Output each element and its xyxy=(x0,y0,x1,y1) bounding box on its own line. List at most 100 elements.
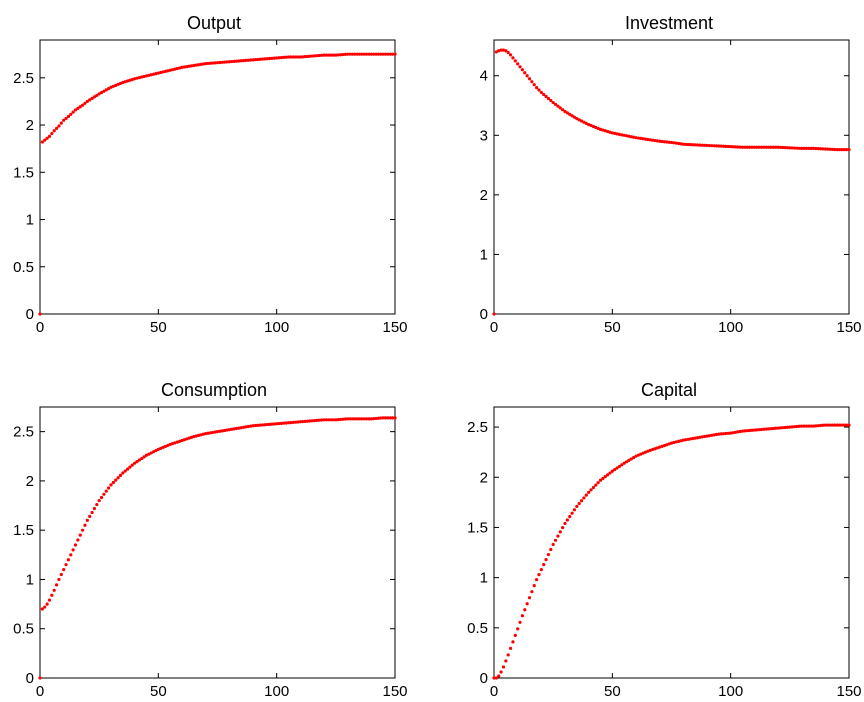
x-tick-label: 100 xyxy=(718,683,743,700)
data-point xyxy=(774,426,778,430)
data-point xyxy=(393,416,397,420)
data-point xyxy=(320,53,324,57)
data-point xyxy=(213,430,217,434)
data-point xyxy=(78,105,82,109)
data-point xyxy=(69,112,73,116)
data-point xyxy=(542,562,546,567)
x-tick-label: 0 xyxy=(490,683,498,700)
data-point xyxy=(215,61,220,65)
data-point xyxy=(724,431,728,436)
data-point xyxy=(532,584,536,588)
data-point xyxy=(204,432,208,436)
data-point xyxy=(658,139,662,143)
y-tick-label: 2 xyxy=(480,187,488,204)
data-point xyxy=(833,423,837,427)
data-point xyxy=(568,515,572,519)
data-point xyxy=(251,58,255,62)
data-point xyxy=(270,422,274,426)
data-point xyxy=(601,476,605,481)
data-point xyxy=(660,139,664,144)
data-point xyxy=(369,417,373,421)
data-point xyxy=(516,627,520,631)
data-point xyxy=(523,608,527,612)
data-point xyxy=(291,420,295,424)
data-point xyxy=(220,429,224,433)
data-point xyxy=(279,55,283,60)
data-point xyxy=(809,424,813,428)
data-point xyxy=(225,60,229,64)
data-point xyxy=(766,145,771,149)
data-point xyxy=(239,426,243,430)
x-tick-label: 50 xyxy=(150,683,167,700)
data-point xyxy=(312,54,317,58)
data-point xyxy=(116,476,120,480)
data-point xyxy=(577,118,581,122)
data-point xyxy=(223,60,227,64)
data-point xyxy=(804,146,809,151)
data-point xyxy=(109,483,113,487)
data-point xyxy=(729,145,733,149)
data-point xyxy=(688,437,693,441)
data-point xyxy=(277,421,281,426)
data-point xyxy=(71,548,75,552)
data-point xyxy=(107,86,111,91)
y-tick-label: 1.5 xyxy=(467,519,488,536)
y-tick-label: 1.5 xyxy=(13,164,34,181)
data-point xyxy=(312,418,317,423)
data-point xyxy=(367,417,371,421)
data-point xyxy=(348,52,352,56)
data-point xyxy=(92,95,97,99)
data-point xyxy=(703,434,707,439)
data-point xyxy=(795,424,799,429)
data-point xyxy=(525,74,529,78)
data-point xyxy=(553,102,558,106)
data-point xyxy=(726,144,730,149)
plot-frame xyxy=(493,406,850,679)
data-point xyxy=(246,424,250,429)
data-point xyxy=(64,116,68,121)
data-point xyxy=(759,427,764,432)
data-point xyxy=(144,453,149,457)
data-point xyxy=(842,148,846,152)
data-point xyxy=(249,58,253,62)
data-point xyxy=(561,108,565,112)
data-point xyxy=(296,420,300,424)
data-point xyxy=(842,423,846,427)
data-point xyxy=(189,64,194,68)
data-point xyxy=(572,115,577,119)
data-point xyxy=(492,676,496,680)
data-point xyxy=(237,426,241,430)
data-point xyxy=(220,60,224,64)
data-point xyxy=(759,145,764,149)
data-point xyxy=(253,423,257,428)
x-tick-label: 150 xyxy=(382,683,407,700)
y-tick-label: 2 xyxy=(480,469,488,486)
data-point xyxy=(726,431,730,435)
data-point xyxy=(655,139,659,143)
data-point xyxy=(731,145,735,149)
data-point xyxy=(520,68,525,72)
data-point xyxy=(561,526,565,530)
data-point xyxy=(83,523,87,527)
data-point xyxy=(563,109,567,114)
data-point xyxy=(792,425,797,429)
data-point xyxy=(329,53,333,57)
data-point xyxy=(717,144,721,148)
data-point xyxy=(835,148,839,152)
x-tick-label: 0 xyxy=(36,683,44,700)
y-tick-label: 1 xyxy=(480,570,488,587)
data-point xyxy=(721,144,726,148)
data-point xyxy=(629,457,633,461)
data-point xyxy=(76,106,80,110)
data-point xyxy=(546,552,551,557)
data-point xyxy=(532,83,536,87)
data-point xyxy=(811,424,816,428)
data-point xyxy=(374,416,378,421)
data-point xyxy=(781,426,785,430)
data-point xyxy=(497,674,501,678)
data-point xyxy=(802,146,806,151)
data-point xyxy=(341,52,345,57)
data-point xyxy=(492,312,496,316)
y-tick-label: 0.5 xyxy=(467,620,488,637)
